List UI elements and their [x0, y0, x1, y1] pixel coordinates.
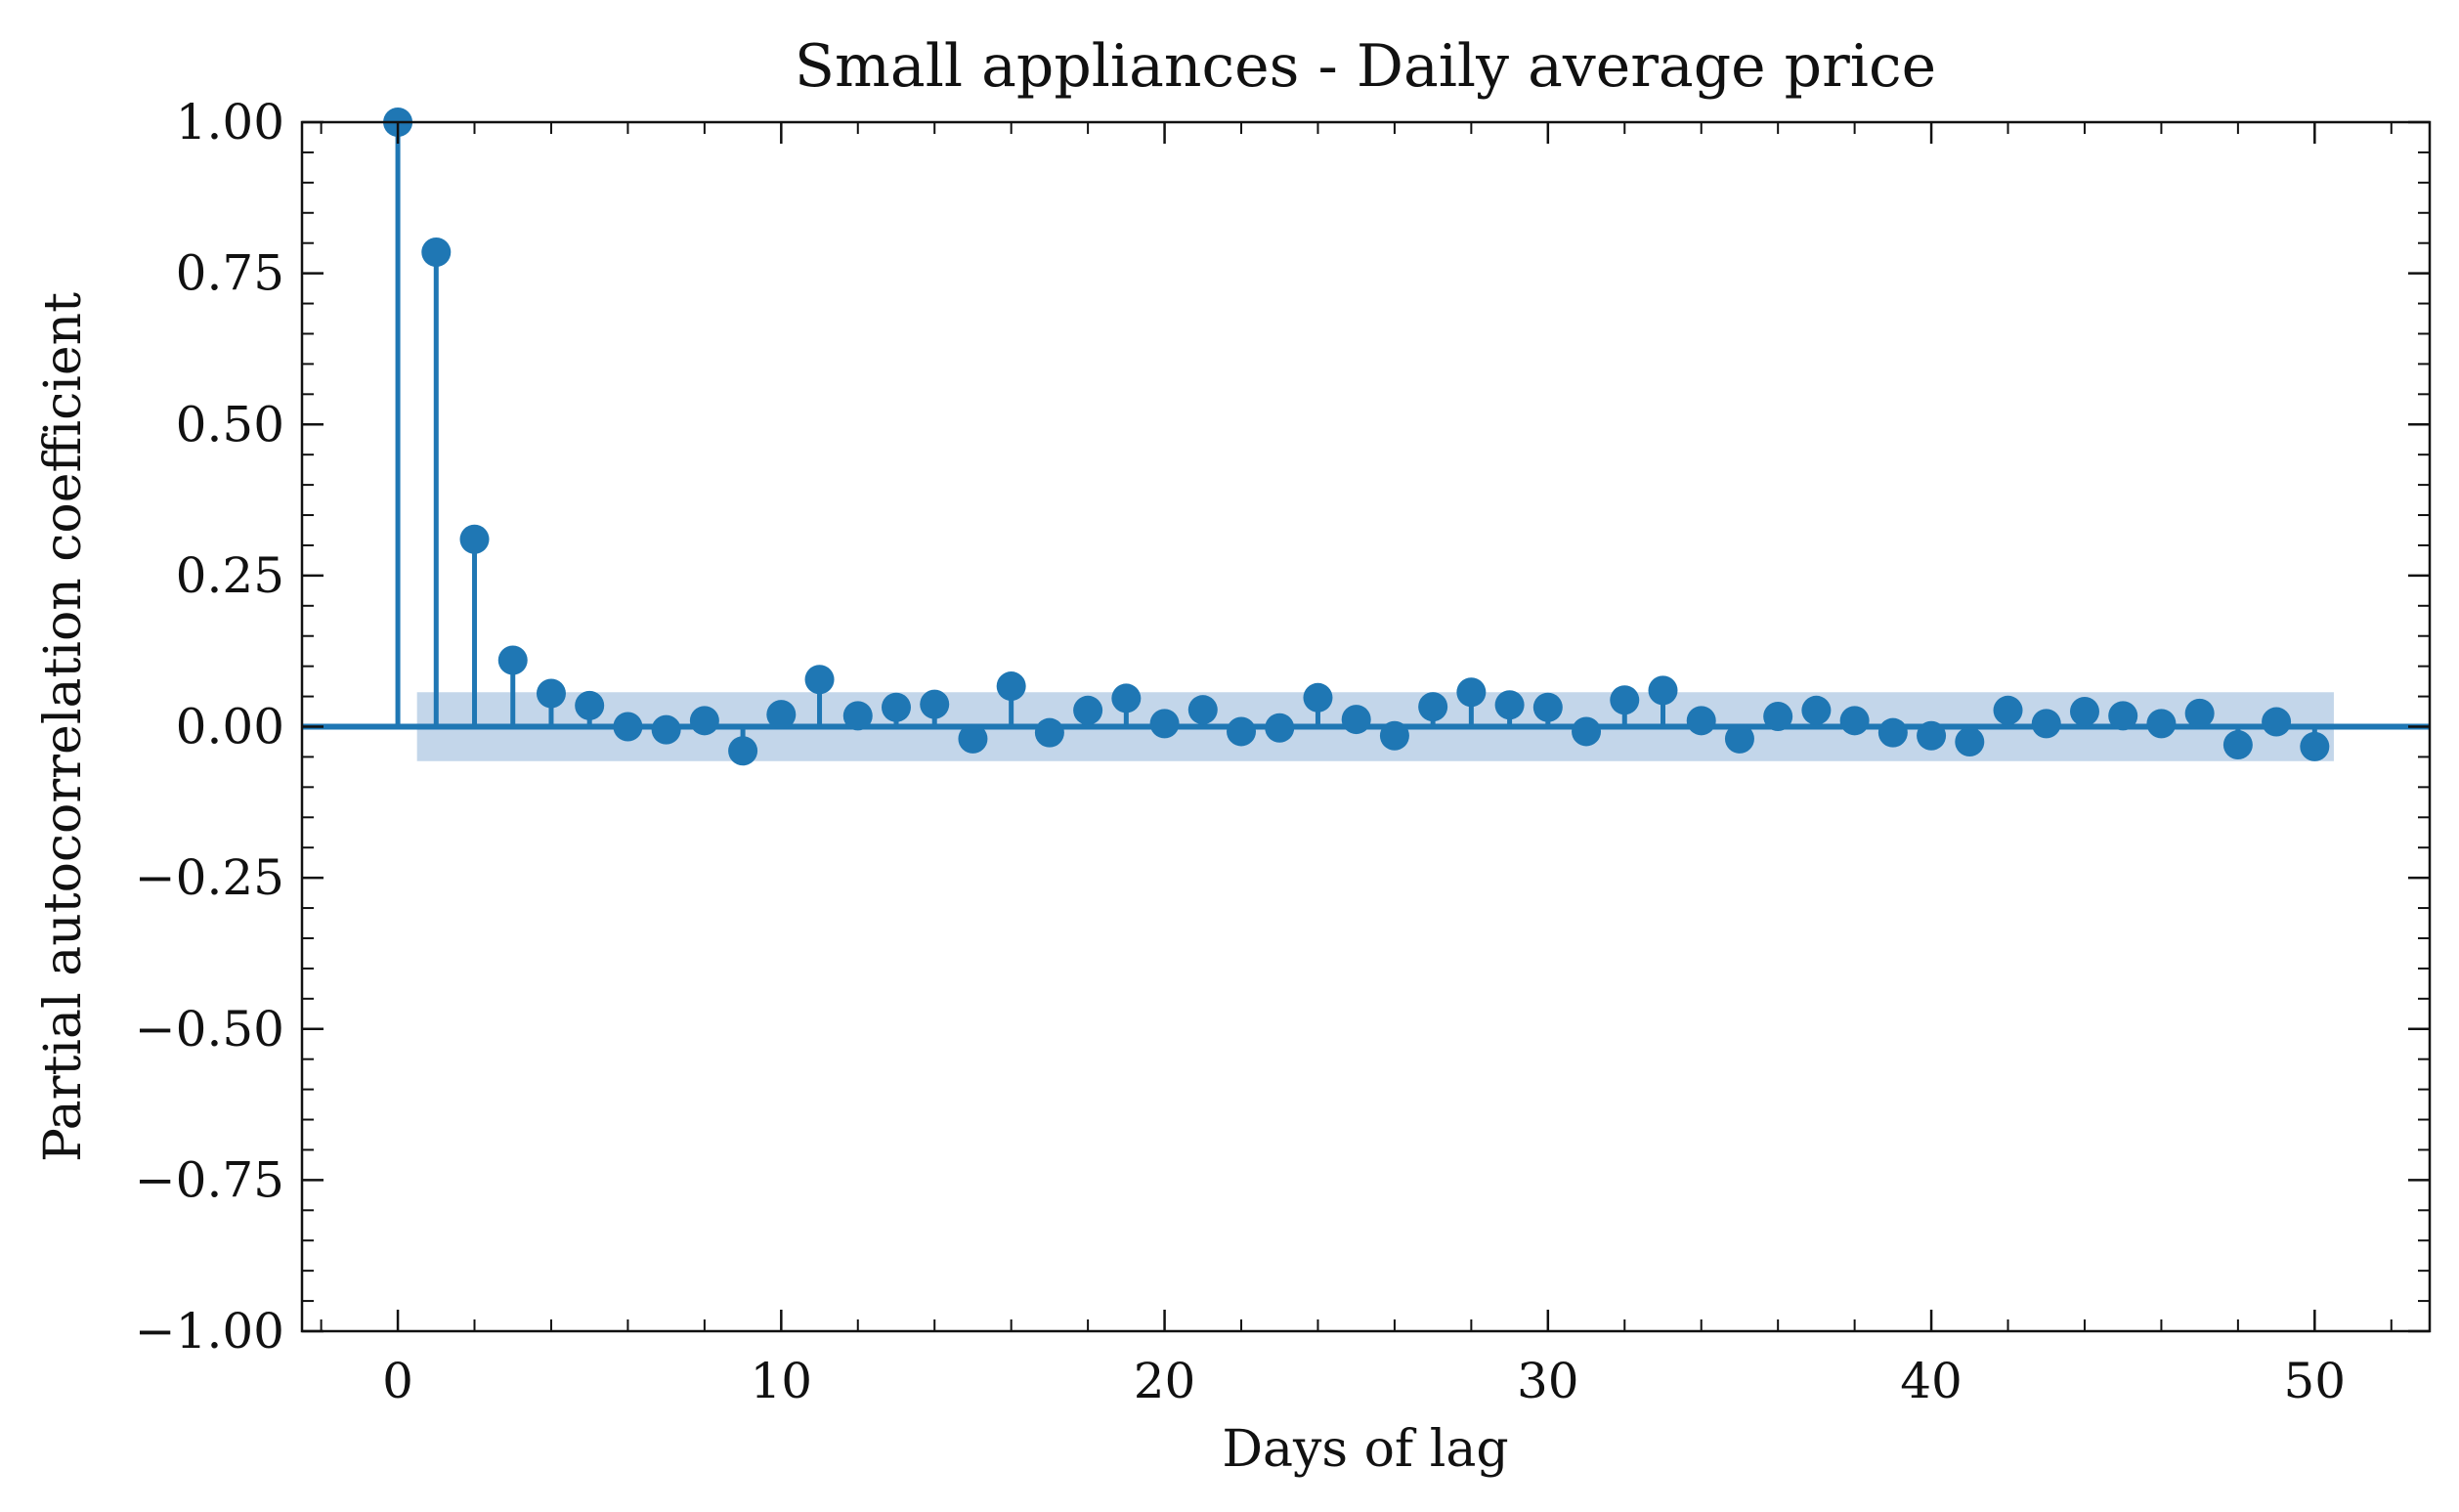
data-point — [1265, 713, 1295, 743]
data-point — [1917, 720, 1947, 751]
data-point — [2262, 707, 2292, 737]
data-point — [1763, 701, 1793, 731]
x-axis-label: Days of lag — [1222, 1420, 1508, 1479]
data-point — [1532, 692, 1563, 722]
tick-labels: −1.00 −0.75 −0.50 −0.25 0.00 0.25 0.50 0.75 1.00… — [135, 94, 2346, 1409]
data-point — [1648, 675, 1678, 706]
data-point — [2222, 730, 2253, 760]
data-point — [2300, 731, 2330, 761]
data-point — [842, 701, 873, 731]
data-point — [1303, 682, 1333, 713]
data-point — [1227, 716, 1257, 747]
axis-ticks — [302, 120, 2430, 1333]
data-point — [1877, 717, 1908, 748]
y-tick-label: −0.75 — [135, 1151, 284, 1208]
y-tick-label: 0.00 — [176, 699, 284, 756]
data-point — [728, 736, 758, 766]
data-point — [1572, 716, 1602, 747]
data-point — [920, 689, 950, 719]
data-point — [2031, 709, 2061, 739]
data-point — [1724, 723, 1754, 754]
data-point — [958, 723, 988, 754]
data-point — [2146, 709, 2177, 739]
data-point — [497, 645, 528, 675]
data-point — [1801, 695, 1832, 725]
y-axis-label: Partial autocorrelation coefficient — [34, 292, 93, 1162]
data-point — [996, 671, 1026, 702]
data-point — [881, 692, 911, 722]
data-point — [766, 700, 797, 730]
y-tick-label: 0.25 — [176, 547, 284, 604]
x-tick-label: 30 — [1517, 1353, 1579, 1409]
data-point — [459, 524, 490, 554]
data-point — [1839, 706, 1870, 736]
x-tick-label: 0 — [382, 1353, 413, 1409]
data-point — [1686, 706, 1716, 736]
data-point — [575, 690, 605, 720]
x-tick-label: 40 — [1900, 1353, 1963, 1409]
data-point — [1034, 717, 1064, 748]
data-point — [1111, 683, 1142, 713]
data-point — [1418, 692, 1448, 722]
data-point — [1494, 690, 1525, 720]
data-point — [1993, 695, 2023, 725]
data-point — [1379, 720, 1409, 751]
data-point — [1149, 709, 1180, 739]
x-tick-label: 20 — [1134, 1353, 1196, 1409]
data-point — [1187, 695, 1218, 725]
y-tick-label: 1.00 — [176, 94, 284, 151]
chart-title: Small appliances - Daily average price — [795, 32, 1936, 101]
data-point — [1610, 685, 1640, 715]
y-tick-label: 0.75 — [176, 245, 284, 302]
data-point — [536, 678, 566, 709]
y-tick-label: −0.50 — [135, 1001, 284, 1058]
data-point — [2184, 698, 2215, 728]
data-point — [804, 665, 835, 695]
data-point — [421, 237, 452, 267]
y-tick-label: −1.00 — [135, 1303, 284, 1360]
data-point — [689, 706, 719, 736]
data-point — [1341, 705, 1371, 735]
y-tick-label: 0.50 — [176, 396, 284, 453]
data-point — [2108, 701, 2138, 731]
data-point — [651, 714, 681, 745]
data-point — [1955, 726, 1985, 756]
data-point — [1073, 695, 1103, 725]
data-point — [1456, 677, 1487, 708]
data-point — [613, 712, 643, 742]
data-point — [2069, 697, 2099, 727]
x-tick-label: 10 — [751, 1353, 813, 1409]
y-tick-label: −0.25 — [135, 849, 284, 906]
x-tick-label: 50 — [2284, 1353, 2347, 1409]
